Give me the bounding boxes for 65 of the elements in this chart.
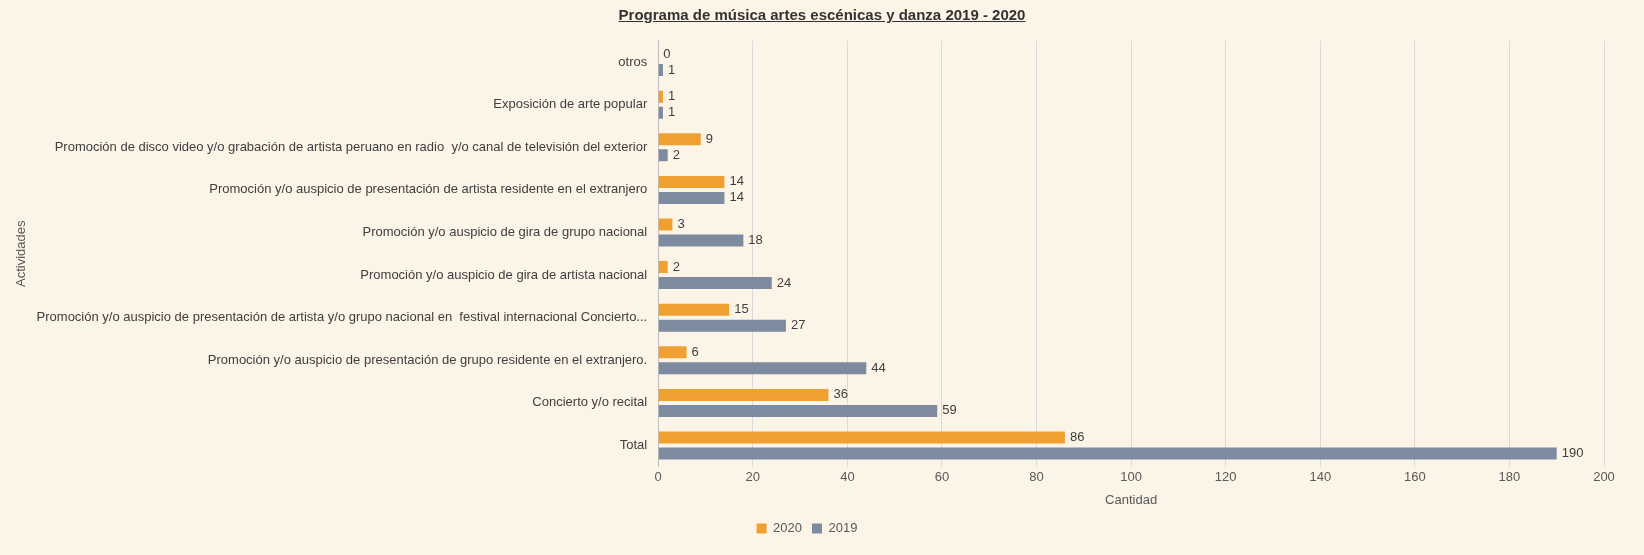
x-tick-label: 100 <box>1120 469 1142 485</box>
legend-label: 2020 <box>773 520 802 536</box>
bar <box>658 303 730 316</box>
data-label: 14 <box>729 189 744 205</box>
x-tick-label: 60 <box>934 469 950 485</box>
y-tick-label: Promoción y/o auspicio de presentación de grupo residente en el extranjero. <box>207 351 648 367</box>
chart-title: Programa de música artes escénicas y danza 2019 - 2020 <box>617 6 1027 23</box>
bar <box>658 149 668 162</box>
data-label: 36 <box>833 386 848 402</box>
data-label: 1 <box>667 88 676 104</box>
x-tick-label: 40 <box>840 469 855 485</box>
bar <box>658 133 701 146</box>
data-label: 1 <box>667 104 676 120</box>
bar <box>658 388 829 401</box>
y-tick-label: Promoción y/o auspicio de presentación de artista residente en el extranjero <box>209 181 648 197</box>
data-label: 14 <box>729 173 744 189</box>
data-label: 27 <box>790 317 806 333</box>
x-tick-label: 20 <box>745 469 761 485</box>
data-label: 59 <box>942 402 957 418</box>
y-axis-title: Actividades <box>13 220 29 288</box>
data-label: 18 <box>748 232 763 248</box>
y-tick-label: Exposición de arte popular <box>493 96 648 112</box>
data-label: 15 <box>734 301 749 317</box>
bar <box>658 218 673 231</box>
bar <box>658 346 687 359</box>
x-tick-label: 140 <box>1309 469 1332 485</box>
bar <box>658 191 725 204</box>
bar <box>658 431 1065 444</box>
data-label: 1 <box>667 61 676 77</box>
bar <box>658 319 786 332</box>
bar <box>658 404 938 417</box>
data-label: 9 <box>705 130 714 146</box>
data-label: 24 <box>776 274 792 290</box>
y-tick-label: Promoción de disco video y/o grabación de artista peruano en radio y/o canal de televisión del exterior <box>54 138 648 154</box>
data-label: 6 <box>691 343 699 359</box>
bar <box>658 90 663 103</box>
x-tick-label: 180 <box>1498 469 1521 485</box>
y-tick-label: Promoción y/o auspicio de presentación de artista y/o grupo nacional en festival internacional Concierto... <box>36 309 648 325</box>
data-label: 2 <box>672 146 680 162</box>
x-tick-label: 160 <box>1403 469 1426 485</box>
bar <box>658 64 663 77</box>
bar <box>658 234 744 247</box>
y-tick-label: Concierto y/o recital <box>532 394 648 410</box>
y-tick-label: Promoción y/o auspicio de gira de grupo nacional <box>362 224 648 240</box>
bar <box>658 277 772 290</box>
bar <box>658 447 1557 460</box>
y-tick-label: Total <box>619 437 648 453</box>
legend-label: 2019 <box>828 520 858 536</box>
x-tick-label: 120 <box>1214 469 1237 485</box>
bar <box>658 261 668 274</box>
x-tick-label: 200 <box>1593 469 1615 485</box>
x-axis-title: Cantidad <box>1105 491 1158 507</box>
bar <box>658 362 867 375</box>
x-tick-label: 80 <box>1029 469 1044 485</box>
y-tick-label: Promoción y/o auspicio de gira de artista nacional <box>360 266 648 282</box>
data-label: 190 <box>1561 445 1584 461</box>
data-label: 44 <box>871 359 886 375</box>
bar <box>658 106 663 119</box>
data-label: 86 <box>1069 429 1085 445</box>
x-tick-label: 0 <box>654 469 662 485</box>
bar <box>658 175 725 188</box>
y-tick-label: otros <box>618 53 648 69</box>
data-label: 0 <box>663 45 671 61</box>
data-label: 2 <box>672 258 680 274</box>
data-label: 3 <box>677 216 685 232</box>
